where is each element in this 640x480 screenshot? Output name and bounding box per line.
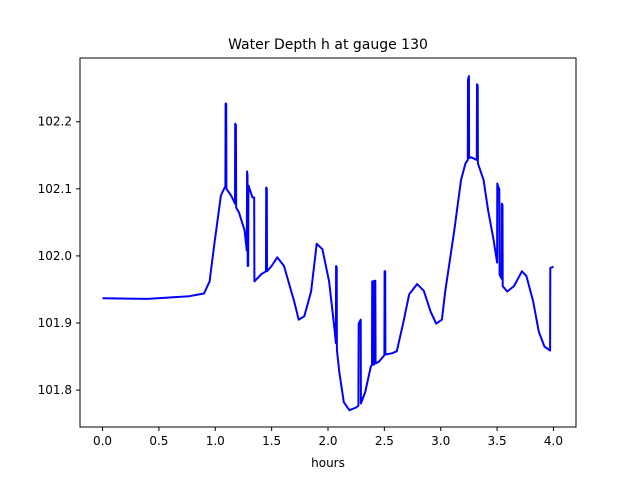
series-line-h [102,75,554,412]
chart-title: Water Depth h at gauge 130 [228,37,428,53]
y-tick-label: 101.9 [38,316,72,330]
x-tick-label: 1.0 [206,434,225,448]
y-tick-label: 102.0 [38,249,72,263]
axes-frame [79,57,577,428]
x-tick-label: 3.5 [488,434,507,448]
y-tick-label: 102.1 [38,182,72,196]
x-tick-label: 2.5 [375,434,394,448]
x-tick-label: 2.0 [318,434,337,448]
y-tick-label: 102.2 [38,115,72,129]
x-tick-label: 0.5 [149,434,168,448]
x-tick-label: 0.0 [93,434,112,448]
y-tick-label: 101.8 [38,383,72,397]
x-tick-label: 3.0 [431,434,450,448]
x-axis-label: hours [311,456,345,470]
x-tick-label: 4.0 [544,434,563,448]
x-tick-label: 1.5 [262,434,281,448]
